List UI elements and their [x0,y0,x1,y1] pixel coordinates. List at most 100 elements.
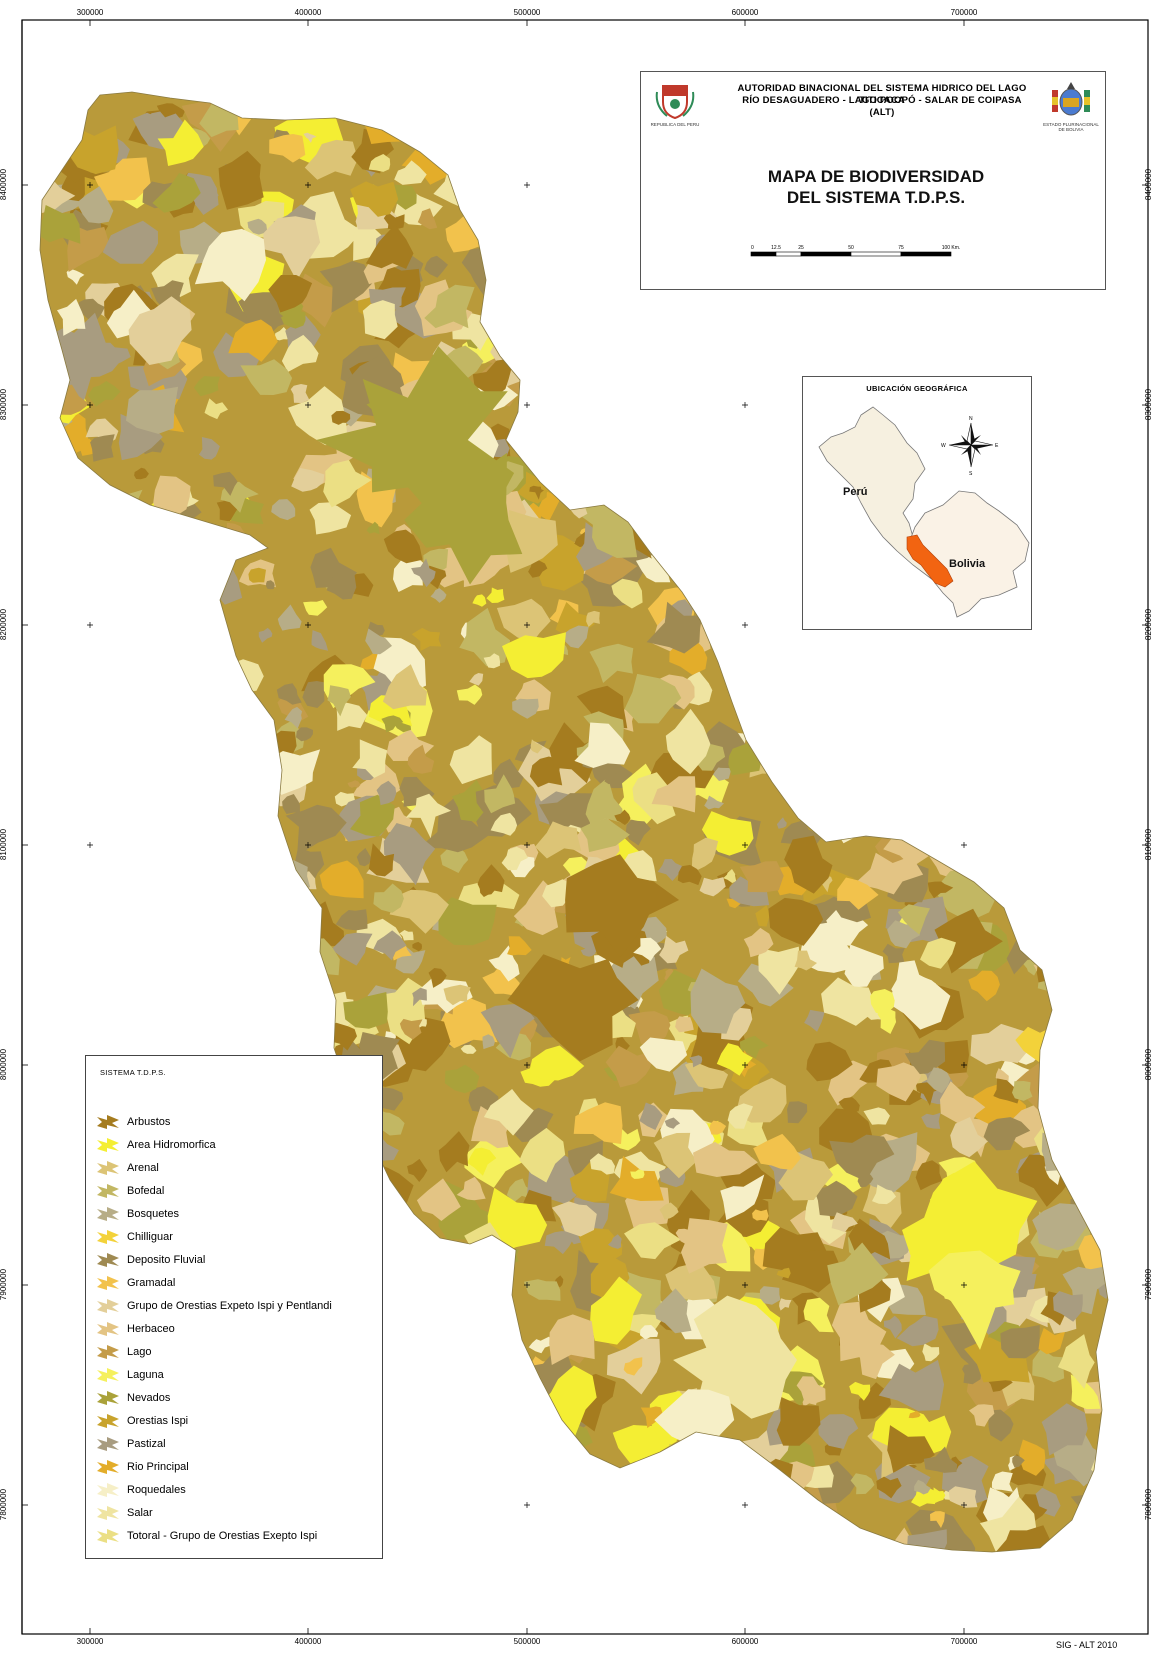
vegetation-patch [193,376,220,397]
vegetation-patch [675,1016,694,1033]
location-inset: UBICACIÓN GEOGRÁFICA Perú Bolivia [802,376,1032,630]
vegetation-patch [507,936,532,956]
x-coordinate-label: 700000 [950,8,978,17]
legend-label: Herbaceo [127,1322,175,1335]
vegetation-patch [607,1234,622,1249]
vegetation-patch [412,941,422,952]
legend-swatch-icon [97,1229,119,1244]
vegetation-patch [623,1357,643,1376]
vegetation-patch [352,739,388,778]
vegetation-patch [776,1438,816,1469]
vegetation-patch [739,861,784,893]
vegetation-patch [327,685,351,717]
vegetation-patch [709,1120,727,1135]
vegetation-patch [66,268,85,285]
legend-label: Rio Principal [127,1460,189,1473]
scale-bar-segment [800,251,852,257]
bolivia-emblem-caption: ESTADO PLURINACIONAL DE BOLIVIA [1043,122,1099,132]
vegetation-patch [350,794,395,837]
x-coordinate-label: 300000 [76,1637,104,1646]
legend-label: Totoral - Grupo de Orestias Exepto Ispi [127,1529,318,1542]
vegetation-patch [991,1471,1013,1492]
vegetation-patch [291,468,325,492]
vegetation-patch [87,381,121,407]
vegetation-patch [197,182,219,207]
vegetation-patch [383,823,436,886]
vegetation-patch [993,1078,1022,1104]
grid-cross [961,1502,967,1508]
compass-north-label: N [969,416,973,422]
vegetation-patch [528,1336,554,1354]
legend-item: Arbustos [96,1110,332,1133]
vegetation-patch [472,358,515,397]
vegetation-patch [268,275,313,313]
vegetation-patch [404,452,523,585]
vegetation-patch [936,1528,976,1552]
legend-item: Lago [96,1340,332,1363]
vegetation-patch [920,937,956,969]
vegetation-patch [776,817,787,829]
vegetation-patch [496,598,551,643]
location-inset-map: Perú Bolivia N S E W [818,406,1030,618]
vegetation-patch [857,1171,874,1188]
vegetation-patch [128,296,192,365]
vegetation-patch [821,977,874,1026]
scale-bar: 0 12.5 25 50 75 100 Km. [750,245,960,257]
vegetation-patch [586,610,600,627]
grid-cross [87,622,93,628]
vegetation-patch [438,1131,470,1173]
vegetation-patch [897,904,930,935]
compass-south-label: S [969,471,973,477]
vegetation-patch [530,739,543,754]
vegetation-patch [950,1117,988,1158]
vegetation-patch [1070,1374,1101,1410]
vegetation-patch [472,594,487,607]
vegetation-patch [501,846,528,871]
vegetation-patch [343,992,388,1029]
vegetation-patch [854,852,924,895]
legend-label: Pastizal [127,1437,166,1450]
legend-label: Grupo de Orestias Expeto Ispi y Pentland… [127,1299,332,1312]
vegetation-patch [290,384,310,403]
legend-label: Arenal [127,1161,159,1174]
vegetation-patch [716,1043,753,1076]
legend-item: Chilliguar [96,1225,332,1248]
vegetation-patch [411,558,436,588]
vegetation-patch [779,1298,792,1311]
legend-item: Salar [96,1501,332,1524]
map-title-line-1: MAPA DE BIODIVERSIDAD [767,167,985,186]
vegetation-patch [1019,1439,1046,1476]
vegetation-patch [915,1160,943,1191]
vegetation-patch [776,1267,791,1279]
authority-line-3: (ALT) [869,107,895,118]
legend-swatch-icon [97,1505,119,1520]
vegetation-patch [383,529,423,564]
legend-label: Deposito Fluvial [127,1253,206,1266]
legend-swatch-icon [97,1252,119,1267]
vegetation-patch [837,877,879,910]
legend-title: SISTEMA T.D.P.S. [100,1068,166,1077]
vegetation-patch [549,1314,595,1365]
y-coordinate-label: 8100000 [1144,828,1154,861]
vegetation-patch [677,864,702,886]
legend: SISTEMA T.D.P.S. Arbustos Area Hidromorfi… [85,1055,383,1559]
x-coordinate-label: 400000 [294,1637,322,1646]
vegetation-patch [451,779,501,822]
vegetation-patch [755,905,773,927]
vegetation-patch [194,228,266,302]
vegetation-patch [831,1301,887,1362]
legend-list: Arbustos Area Hidromorfica Arenal Bofedal Bo… [96,1110,332,1547]
x-coordinate-label: 600000 [731,8,759,17]
vegetation-patch [248,567,266,583]
legend-item: Nevados [96,1386,332,1409]
y-coordinate-label: 8400000 [1144,168,1154,201]
vegetation-patch [303,600,328,616]
vegetation-patch [247,218,268,235]
bolivia-label: Bolivia [949,558,986,570]
vegetation-patch [459,607,511,667]
grid-cross [305,842,311,848]
vegetation-patch [399,1018,423,1040]
vegetation-patch [574,722,631,768]
vegetation-patch [418,793,488,853]
y-coordinate-label: 7900000 [1144,1268,1154,1301]
